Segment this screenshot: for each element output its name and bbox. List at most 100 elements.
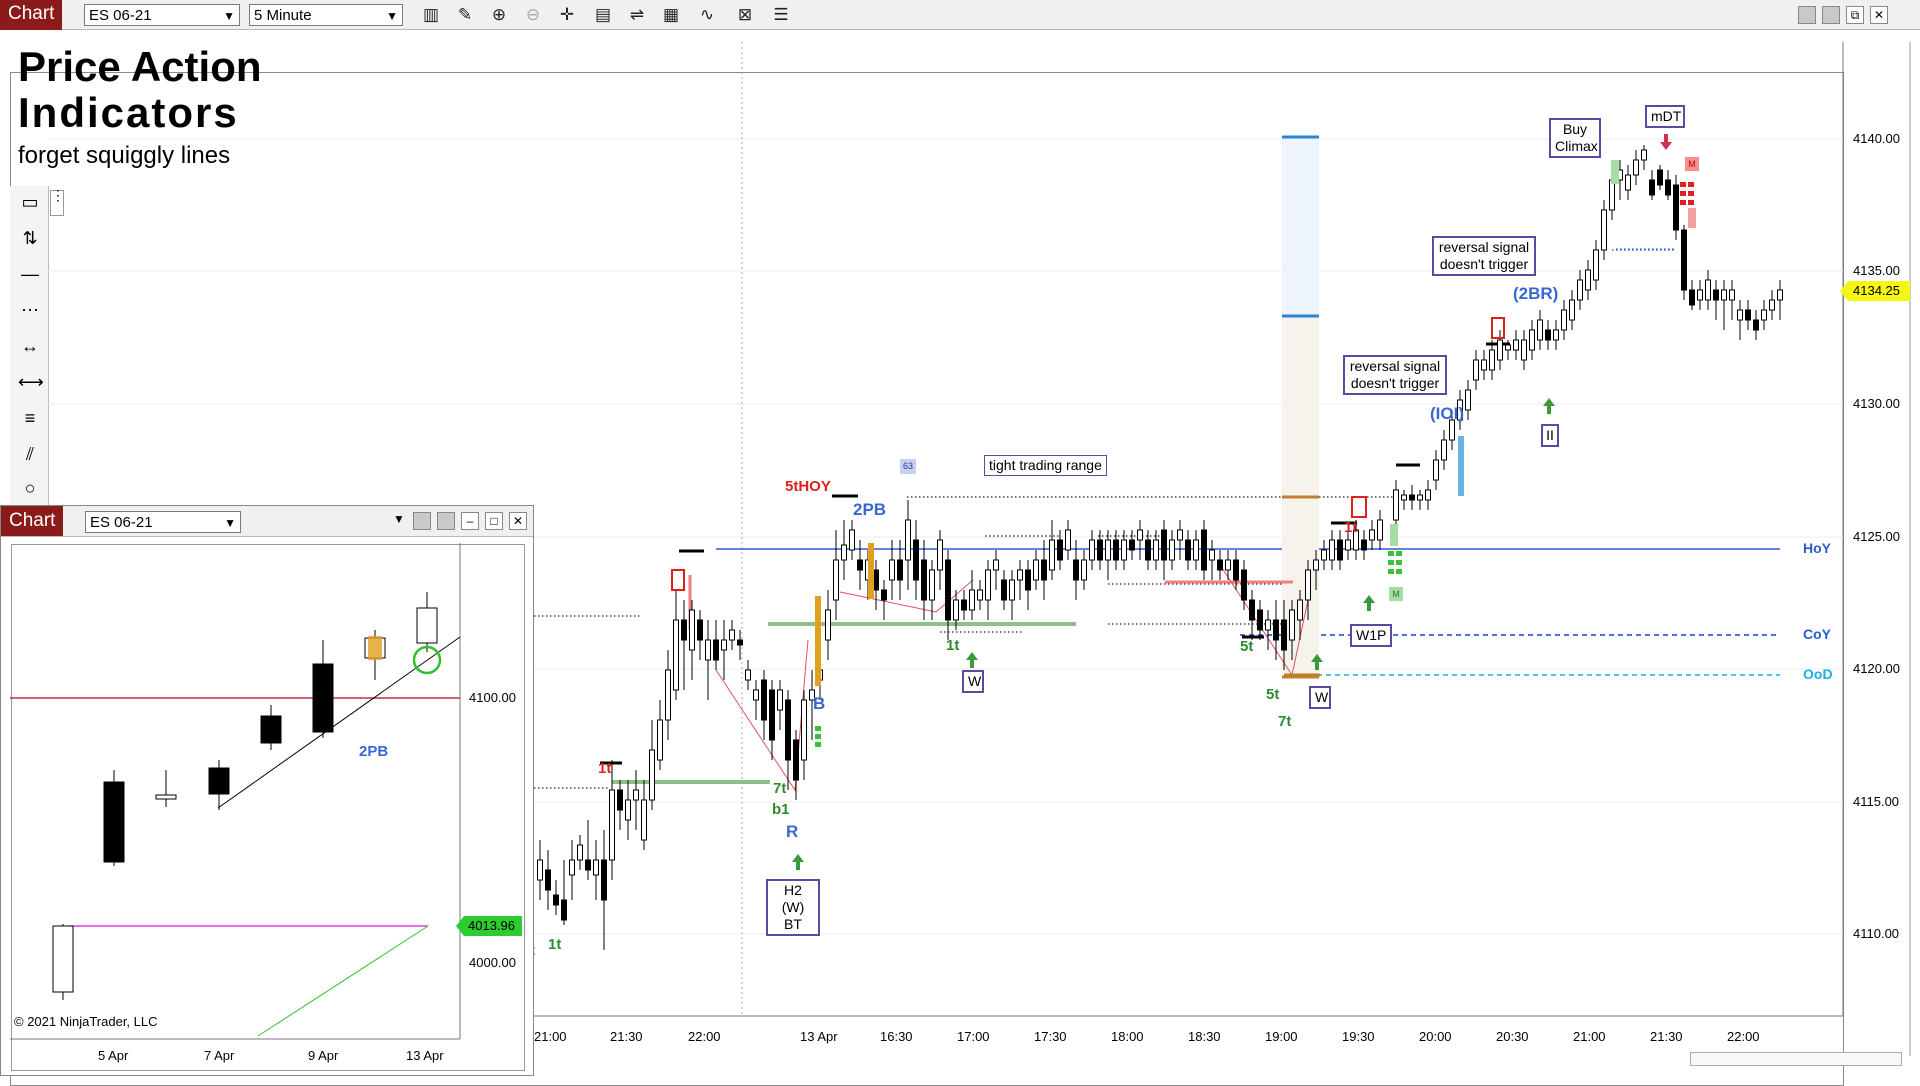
annotation-mdt: mDT xyxy=(1645,105,1685,128)
annotation-line: reversal signal xyxy=(1438,239,1530,256)
annotation-ioi: (IOI) xyxy=(1430,404,1464,424)
daily-chart-frame xyxy=(11,544,525,1071)
time-label: 16:30 xyxy=(880,1029,913,1044)
indicators-icon[interactable]: ∿ xyxy=(696,4,718,26)
instrument-value: ES 06-21 xyxy=(90,514,153,531)
interval-select[interactable]: 5 Minute ▼ xyxy=(249,4,403,26)
chart-title: Price Action xyxy=(18,44,262,90)
zoom-out-icon[interactable]: ⊖ xyxy=(522,4,544,26)
line-icon[interactable]: — xyxy=(18,262,42,286)
annotation-w: W xyxy=(962,670,984,693)
bar-type-icon[interactable]: ▥ xyxy=(420,4,442,26)
time-label: 19:30 xyxy=(1342,1029,1375,1044)
m-badge: M xyxy=(1389,587,1403,601)
daily-date-label: 9 Apr xyxy=(308,1048,338,1063)
sub-btn-2[interactable] xyxy=(437,512,455,530)
restore-button[interactable] xyxy=(1822,6,1840,24)
annotation-ii: II xyxy=(1541,424,1559,447)
arrow-line-icon[interactable]: ⟷ xyxy=(18,370,42,394)
time-label: 18:00 xyxy=(1111,1029,1144,1044)
daily-chart-window[interactable]: Chart ES 06-21 ▼ ▼ – □ ✕ xyxy=(0,505,534,1076)
instrument-select[interactable]: ES 06-21 ▼ xyxy=(84,4,240,26)
last-price-value: 4134.25 xyxy=(1853,283,1900,298)
daily-annotation-2pb: 2PB xyxy=(359,743,388,760)
annotation-badge-63: 63 xyxy=(900,459,916,474)
crosshair-icon[interactable]: ✛ xyxy=(556,4,578,26)
parallel-lines-icon[interactable]: ⫽ xyxy=(18,442,42,466)
annotation-reversal-signal: reversal signal doesn't trigger xyxy=(1343,355,1447,395)
maximize-button[interactable]: □ xyxy=(485,512,503,530)
properties-icon[interactable]: ▤ xyxy=(592,4,614,26)
annotation-buy-climax: Buy Climax xyxy=(1549,118,1601,158)
annotation-line: doesn't trigger xyxy=(1438,256,1530,273)
horizontal-scrollbar[interactable] xyxy=(1690,1052,1902,1066)
chevron-down-icon: ▼ xyxy=(386,5,398,27)
time-label: 19:00 xyxy=(1265,1029,1298,1044)
annotation-h2-w-bt: H2 (W) BT xyxy=(766,879,820,936)
list-icon[interactable]: ☰ xyxy=(770,4,792,26)
risk-reward-icon[interactable]: ⇅ xyxy=(18,226,42,250)
time-label: 22:00 xyxy=(1727,1029,1760,1044)
time-label: 17:00 xyxy=(957,1029,990,1044)
annotation-tight-trading-range: tight trading range xyxy=(984,455,1107,476)
annotation-2br: (2BR) xyxy=(1513,284,1558,304)
instrument-value: ES 06-21 xyxy=(89,7,152,24)
sub-btn-1[interactable] xyxy=(413,512,431,530)
more-tools-icon[interactable]: ⋮ xyxy=(50,190,64,216)
templates-icon[interactable]: ⊠ xyxy=(734,4,756,26)
time-label: 22:00 xyxy=(688,1029,721,1044)
annotation-line: Buy xyxy=(1555,121,1595,138)
price-label: 4120.00 xyxy=(1853,661,1900,676)
chart-title-2: Indicators xyxy=(18,90,239,136)
daily-price-label: 4000.00 xyxy=(469,955,516,970)
price-label: 4125.00 xyxy=(1853,529,1900,544)
annotation-h2-line: H2 (W) xyxy=(772,882,814,916)
annotation-1t: 1t xyxy=(1344,519,1357,536)
minimize-button[interactable]: – xyxy=(461,512,479,530)
strategies-icon[interactable]: ▦ xyxy=(660,4,682,26)
daily-price-label: 4100.00 xyxy=(469,690,516,705)
time-label: 21:30 xyxy=(1650,1029,1683,1044)
extended-line-icon[interactable]: ↔ xyxy=(18,334,42,358)
time-label: 21:00 xyxy=(1573,1029,1606,1044)
annotation-7t: 7t xyxy=(1278,713,1291,730)
annotation-bt-line: BT xyxy=(772,916,814,933)
data-series-icon[interactable]: ⇌ xyxy=(626,4,648,26)
daily-chart-toolbar: Chart ES 06-21 ▼ ▼ – □ ✕ xyxy=(1,506,533,537)
chart-tab[interactable]: Chart xyxy=(0,0,62,30)
maximize-button[interactable]: ⧉ xyxy=(1846,6,1864,24)
ellipse-icon[interactable]: ○ xyxy=(18,476,42,500)
close-button[interactable]: ✕ xyxy=(1870,6,1888,24)
dropdown-arrow-icon[interactable]: ▼ xyxy=(393,512,405,526)
ray-icon[interactable]: ⋯ xyxy=(18,298,42,322)
annotation-reversal-signal: reversal signal doesn't trigger xyxy=(1432,236,1536,276)
main-toolbar: Chart ES 06-21 ▼ 5 Minute ▼ ▥ ✎ ⊕ ⊖ ✛ ▤ … xyxy=(0,0,1920,30)
annotation-r: R xyxy=(786,822,798,842)
annotation-7t: 7t xyxy=(773,780,786,797)
ruler-icon[interactable]: ▭ xyxy=(18,190,42,214)
horizontal-lines-icon[interactable]: ≡ xyxy=(18,406,42,430)
annotation-b: B xyxy=(813,694,825,714)
annotation-line: Climax xyxy=(1555,138,1595,155)
daily-date-label: 13 Apr xyxy=(406,1048,444,1063)
chart-tab[interactable]: Chart xyxy=(1,506,63,536)
interval-value: 5 Minute xyxy=(254,7,312,24)
time-label: 21:00 xyxy=(534,1029,567,1044)
minimize-button[interactable] xyxy=(1798,6,1816,24)
hoy-label: HoY xyxy=(1803,540,1831,556)
draw-icon[interactable]: ✎ xyxy=(454,4,476,26)
daily-current-price-badge: 4013.96 xyxy=(456,916,522,936)
m-badge: M xyxy=(1685,157,1699,171)
zoom-in-icon[interactable]: ⊕ xyxy=(488,4,510,26)
daily-date-label: 7 Apr xyxy=(204,1048,234,1063)
coy-label: CoY xyxy=(1803,626,1831,642)
time-label: 13 Apr xyxy=(800,1029,838,1044)
annotation-2pb: 2PB xyxy=(853,500,886,520)
close-button[interactable]: ✕ xyxy=(509,512,527,530)
drawing-toolbar: ▭ ⇅ — ⋯ ↔ ⟷ ≡ ⫽ ○ xyxy=(10,186,49,506)
annotation-1t: 1t xyxy=(548,936,561,953)
instrument-select[interactable]: ES 06-21 ▼ xyxy=(85,511,241,533)
ood-label: OoD xyxy=(1803,666,1833,682)
annotation-1t: 1t xyxy=(598,760,611,777)
price-label: 4110.00 xyxy=(1853,926,1899,941)
